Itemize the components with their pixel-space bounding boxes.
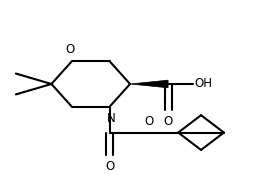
Text: N: N — [106, 112, 115, 125]
Text: OH: OH — [194, 78, 212, 90]
Text: O: O — [105, 160, 114, 173]
Polygon shape — [130, 80, 167, 88]
Text: O: O — [163, 115, 172, 128]
Text: O: O — [66, 43, 75, 56]
Text: O: O — [144, 115, 153, 128]
